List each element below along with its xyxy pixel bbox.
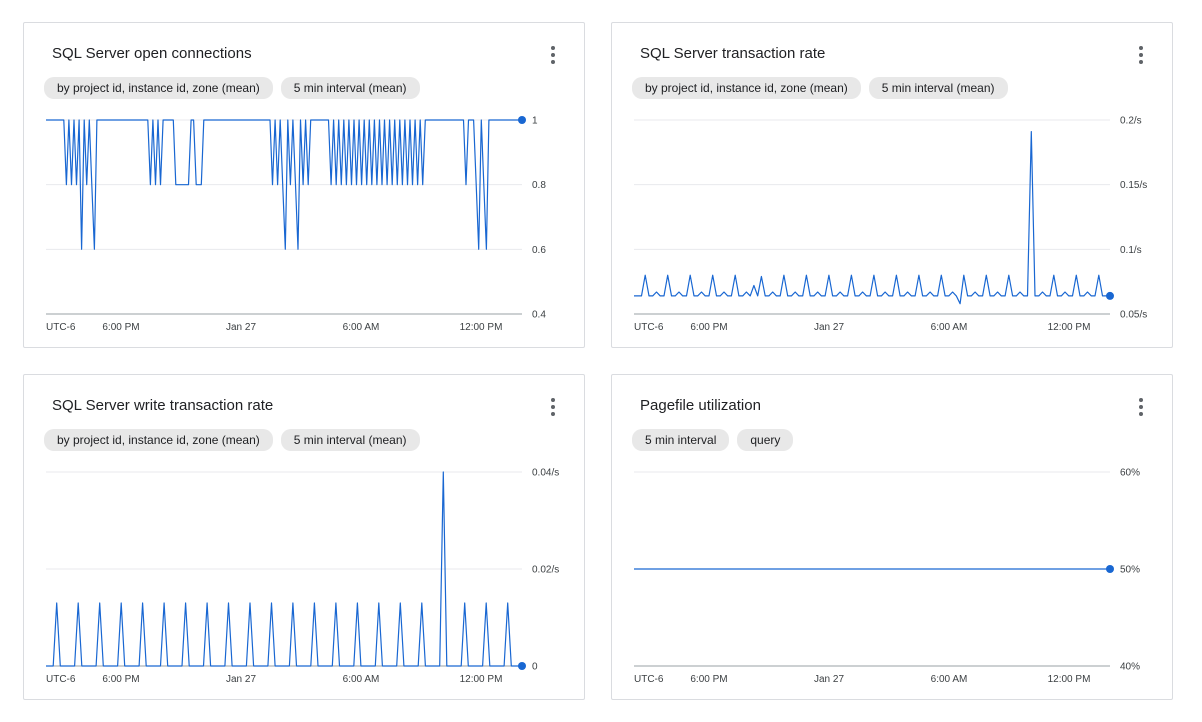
y-tick-label: 0.15/s [1120, 180, 1147, 191]
y-tick-label: 0.04/s [532, 468, 559, 479]
y-tick-label: 0.4 [532, 310, 546, 321]
x-tick-label: 12:00 PM [1048, 674, 1091, 685]
x-tick-label: Jan 27 [814, 674, 844, 685]
series-line [46, 471, 522, 667]
series-end-point[interactable] [1106, 565, 1114, 573]
series-line [46, 119, 522, 250]
x-tick-label: 6:00 AM [343, 322, 380, 333]
x-tick-label: 6:00 AM [343, 674, 380, 685]
x-tick-label: UTC-6 [634, 674, 664, 685]
chart-card-open-connections: SQL Server open connections by project i… [23, 22, 585, 348]
interval-chip[interactable]: 5 min interval (mean) [868, 77, 1008, 99]
query-chip[interactable]: query [737, 429, 794, 451]
line-chart: 1 0.8 0.6 0.4 UTC-6 6:00 PM Jan 27 6:00 AM 12:00… [46, 116, 546, 333]
interval-chip[interactable]: 5 min interval (mean) [280, 77, 420, 99]
x-tick-label: 6:00 PM [690, 674, 727, 685]
y-tick-label: 0.2/s [1120, 116, 1142, 127]
x-tick-label: 12:00 PM [460, 674, 503, 685]
more-vert-icon[interactable] [544, 45, 562, 65]
line-chart: 0.2/s 0.15/s 0.1/s 0.05/s UTC-6 6:00 PM Jan 27… [634, 116, 1147, 333]
interval-chip[interactable]: 5 min interval [632, 429, 730, 451]
x-tick-label: Jan 27 [226, 674, 256, 685]
x-tick-label: Jan 27 [226, 322, 256, 333]
more-vert-icon[interactable] [1132, 397, 1150, 417]
line-chart: 60% 50% 40% UTC-6 6:00 PM Jan 27 6:00 AM 12:00 … [634, 468, 1140, 685]
chart-title: SQL Server transaction rate [640, 45, 826, 62]
y-tick-label: 60% [1120, 468, 1140, 479]
x-tick-label: 6:00 PM [102, 322, 139, 333]
chip-row: 5 min interval query [632, 429, 794, 451]
chart-title: Pagefile utilization [640, 397, 761, 414]
chip-row: by project id, instance id, zone (mean) … [44, 77, 420, 99]
x-tick-label: 12:00 PM [460, 322, 503, 333]
y-tick-label: 0.1/s [1120, 245, 1142, 256]
line-chart: 0.04/s 0.02/s 0 UTC-6 6:00 PM Jan 27 6:00 AM 12… [46, 468, 559, 685]
interval-chip[interactable]: 5 min interval (mean) [280, 429, 420, 451]
x-tick-label: 6:00 AM [931, 674, 968, 685]
aggregation-chip[interactable]: by project id, instance id, zone (mean) [632, 77, 861, 99]
x-tick-label: UTC-6 [46, 322, 76, 333]
x-tick-label: 6:00 PM [102, 674, 139, 685]
more-vert-icon[interactable] [544, 397, 562, 417]
chart-title: SQL Server open connections [52, 45, 252, 62]
y-tick-label: 0.02/s [532, 565, 559, 576]
series-end-point[interactable] [518, 116, 526, 124]
series-line [634, 130, 1110, 305]
y-tick-label: 50% [1120, 565, 1140, 576]
y-tick-label: 0.6 [532, 245, 546, 256]
chip-row: by project id, instance id, zone (mean) … [44, 429, 420, 451]
series-end-point[interactable] [1106, 291, 1114, 300]
y-tick-label: 0.8 [532, 180, 546, 191]
y-tick-label: 0 [532, 662, 538, 673]
x-tick-label: 12:00 PM [1048, 322, 1091, 333]
y-tick-label: 40% [1120, 662, 1140, 673]
x-tick-label: UTC-6 [46, 674, 76, 685]
chart-card-transaction-rate: SQL Server transaction rate by project i… [611, 22, 1173, 348]
y-tick-label: 0.05/s [1120, 310, 1147, 321]
x-tick-label: 6:00 PM [690, 322, 727, 333]
y-tick-label: 1 [532, 116, 538, 127]
chart-card-write-transaction-rate: SQL Server write transaction rate by pro… [23, 374, 585, 700]
chart-title: SQL Server write transaction rate [52, 397, 274, 414]
series-end-point[interactable] [518, 662, 526, 670]
x-tick-label: Jan 27 [814, 322, 844, 333]
chart-card-pagefile-utilization: Pagefile utilization 5 min interval quer… [611, 374, 1173, 700]
aggregation-chip[interactable]: by project id, instance id, zone (mean) [44, 77, 273, 99]
chip-row: by project id, instance id, zone (mean) … [632, 77, 1008, 99]
more-vert-icon[interactable] [1132, 45, 1150, 65]
aggregation-chip[interactable]: by project id, instance id, zone (mean) [44, 429, 273, 451]
x-tick-label: UTC-6 [634, 322, 664, 333]
x-tick-label: 6:00 AM [931, 322, 968, 333]
